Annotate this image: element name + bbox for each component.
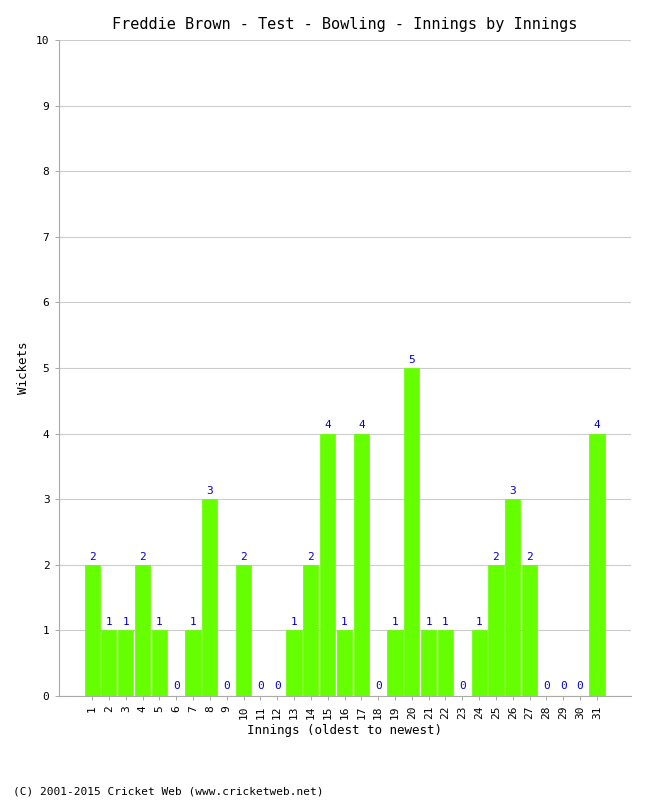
Bar	[438, 630, 453, 696]
Bar	[304, 565, 318, 696]
Bar	[387, 630, 402, 696]
Bar	[337, 630, 352, 696]
Text: 3: 3	[510, 486, 516, 496]
Text: 2: 2	[240, 551, 247, 562]
Text: 5: 5	[408, 354, 415, 365]
Text: 0: 0	[274, 681, 281, 690]
Text: 4: 4	[324, 420, 331, 430]
Text: 1: 1	[156, 617, 162, 627]
Text: 0: 0	[173, 681, 179, 690]
Text: 2: 2	[493, 551, 499, 562]
Text: 1: 1	[442, 617, 449, 627]
Bar	[287, 630, 302, 696]
Bar	[84, 565, 99, 696]
Bar	[152, 630, 167, 696]
Text: 2: 2	[88, 551, 96, 562]
Bar	[471, 630, 487, 696]
Text: 1: 1	[425, 617, 432, 627]
Text: 0: 0	[577, 681, 584, 690]
Text: 2: 2	[139, 551, 146, 562]
Bar	[421, 630, 436, 696]
Text: (C) 2001-2015 Cricket Web (www.cricketweb.net): (C) 2001-2015 Cricket Web (www.cricketwe…	[13, 786, 324, 796]
Bar	[354, 434, 369, 696]
Bar	[135, 565, 150, 696]
Bar	[522, 565, 537, 696]
Text: 0: 0	[560, 681, 567, 690]
Text: 1: 1	[105, 617, 112, 627]
Bar	[590, 434, 605, 696]
Text: 0: 0	[459, 681, 465, 690]
Text: 0: 0	[257, 681, 264, 690]
Bar	[101, 630, 116, 696]
Bar	[236, 565, 251, 696]
Text: 1: 1	[122, 617, 129, 627]
Text: 2: 2	[307, 551, 314, 562]
Bar	[320, 434, 335, 696]
Bar	[185, 630, 201, 696]
Bar	[404, 368, 419, 696]
Text: 1: 1	[190, 617, 196, 627]
Text: 1: 1	[291, 617, 298, 627]
X-axis label: Innings (oldest to newest): Innings (oldest to newest)	[247, 724, 442, 737]
Bar	[202, 499, 218, 696]
Title: Freddie Brown - Test - Bowling - Innings by Innings: Freddie Brown - Test - Bowling - Innings…	[112, 17, 577, 32]
Bar	[488, 565, 504, 696]
Text: 1: 1	[341, 617, 348, 627]
Text: 0: 0	[375, 681, 382, 690]
Text: 1: 1	[391, 617, 398, 627]
Text: 4: 4	[593, 420, 601, 430]
Text: 0: 0	[543, 681, 550, 690]
Text: 0: 0	[224, 681, 230, 690]
Bar	[505, 499, 521, 696]
Text: 2: 2	[526, 551, 533, 562]
Bar	[118, 630, 133, 696]
Text: 4: 4	[358, 420, 365, 430]
Y-axis label: Wickets: Wickets	[18, 342, 31, 394]
Text: 3: 3	[207, 486, 213, 496]
Text: 1: 1	[476, 617, 482, 627]
